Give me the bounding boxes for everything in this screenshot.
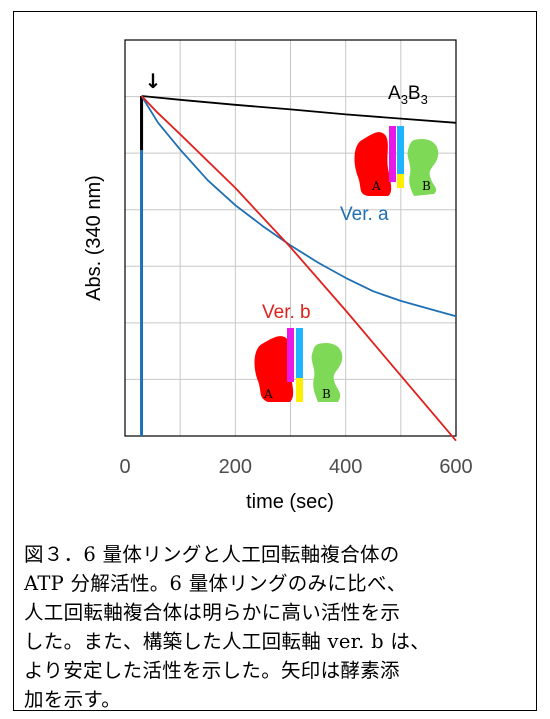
complex-diagram-ver-b: A B — [254, 328, 343, 402]
line-chart: 0 200 400 600 time (sec) Abs. (340 nm) ↓ A3… — [83, 39, 473, 513]
caption-line: ATP 分解活性。6 量体リングのみに比べ、 — [24, 572, 407, 595]
caption-line: 人工回転軸複合体は明らかに高い活性を示 — [24, 601, 401, 624]
shaft-yellow — [296, 378, 303, 402]
shaft-blue — [296, 328, 303, 382]
x-tick-labels: 0 200 400 600 — [119, 456, 472, 478]
x-tick-label: 200 — [219, 456, 252, 478]
series-line-2 — [140, 95, 457, 442]
subunit-a-shape — [254, 336, 294, 402]
caption-line: 加を示す。 — [24, 688, 122, 711]
shaft-yellow — [397, 174, 404, 188]
subunit-b-shape — [407, 138, 439, 196]
complex-diagram-ver-a: A B — [354, 126, 439, 196]
subunit-b-letter: B — [422, 179, 431, 193]
subunit-a-letter: A — [263, 387, 273, 401]
subunit-a-shape — [354, 132, 392, 196]
x-tick-label: 600 — [439, 456, 472, 478]
series-label-ver-a: Ver. a — [340, 204, 389, 225]
plot-area-border — [124, 39, 457, 437]
x-tick-label: 400 — [329, 456, 362, 478]
x-tick-label: 0 — [119, 456, 130, 478]
series-label-a3b3: A3B3 — [388, 83, 428, 107]
subunit-b-shape — [311, 342, 343, 402]
caption-line: 図３．6 量体リングと人工回転軸複合体の — [24, 543, 400, 566]
series-label-ver-b: Ver. b — [262, 302, 311, 323]
enzyme-addition-arrow: ↓ — [145, 69, 162, 93]
y-axis-label: Abs. (340 nm) — [83, 175, 105, 301]
series-line-1 — [140, 95, 457, 318]
caption-line: した。また、構築した人工回転軸 ver. b は、 — [24, 630, 431, 653]
subunit-b-letter: B — [322, 387, 331, 401]
series-group — [140, 95, 457, 442]
shaft-magenta — [287, 328, 294, 382]
subunit-a-letter: A — [371, 179, 381, 193]
shaft-blue — [397, 126, 404, 182]
figure-caption: 図３．6 量体リングと人工回転軸複合体の ATP 分解活性。6 量体リングのみに… — [24, 540, 534, 714]
caption-line: より安定した活性を示した。矢印は酵素添 — [24, 659, 400, 682]
shaft-magenta — [389, 126, 396, 182]
x-axis-label: time (sec) — [246, 491, 334, 513]
series-line-0 — [141, 95, 457, 124]
